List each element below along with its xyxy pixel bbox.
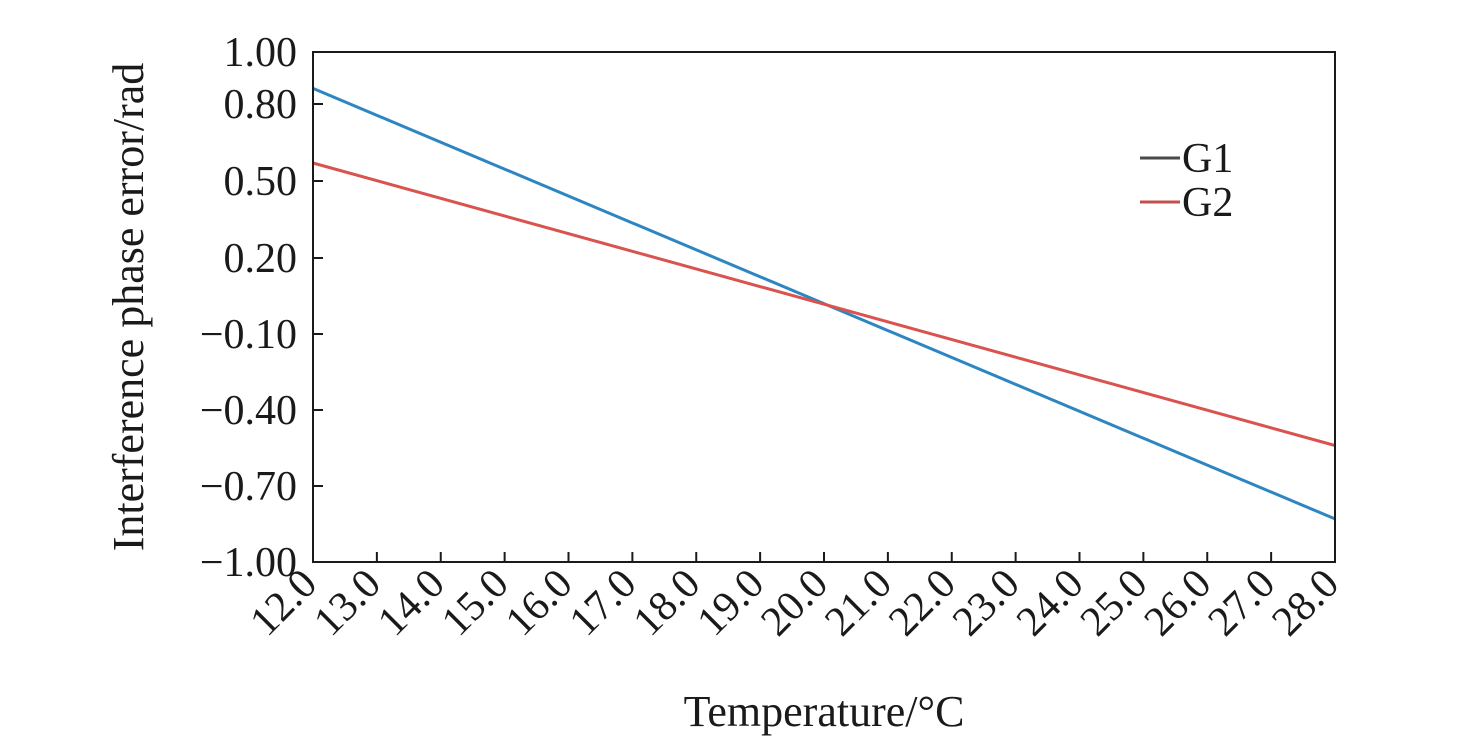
x-tick-label: 28.0 [1264, 561, 1348, 645]
x-tick-label: 27.0 [1200, 561, 1284, 645]
legend-label-g1: G1 [1182, 136, 1233, 182]
x-axis-ticks: 12.013.014.015.016.017.018.019.020.021.0… [242, 552, 1348, 645]
x-tick-label: 14.0 [369, 561, 453, 645]
plot-area-frame [312, 51, 1336, 563]
y-tick-label: 0.80 [224, 82, 298, 128]
y-tick-label: 0.20 [224, 236, 298, 282]
y-axis-title: Interference phase error/rad [104, 63, 153, 552]
x-tick-label: 17.0 [561, 561, 645, 645]
x-tick-label: 26.0 [1136, 561, 1220, 645]
x-tick-label: 25.0 [1072, 561, 1156, 645]
y-tick-label: −0.40 [200, 388, 297, 434]
x-axis-title: Temperature/°C [684, 687, 965, 736]
y-tick-label: −1.00 [200, 540, 297, 586]
y-tick-label: −0.70 [200, 464, 297, 510]
x-tick-label: 13.0 [305, 561, 389, 645]
y-tick-label: 0.50 [224, 159, 298, 205]
x-tick-label: 24.0 [1008, 561, 1092, 645]
x-tick-label: 19.0 [689, 561, 773, 645]
legend-label-g2: G2 [1182, 180, 1233, 226]
series-layer [312, 87, 1336, 521]
x-tick-label: 18.0 [625, 561, 709, 645]
x-tick-label: 16.0 [497, 561, 581, 645]
x-tick-label: 22.0 [880, 561, 964, 645]
x-tick-label: 20.0 [753, 561, 837, 645]
y-tick-label: 1.00 [224, 30, 298, 76]
x-tick-label: 21.0 [816, 561, 900, 645]
x-tick-label: 23.0 [944, 561, 1028, 645]
series-line-g2 [312, 161, 1336, 447]
y-tick-label: −0.10 [200, 312, 297, 358]
x-tick-label: 15.0 [433, 561, 517, 645]
y-axis-ticks: 1.00 0.80 0.50 0.20 −0.10 −0.40 −0.70 −1.00 [200, 30, 323, 586]
